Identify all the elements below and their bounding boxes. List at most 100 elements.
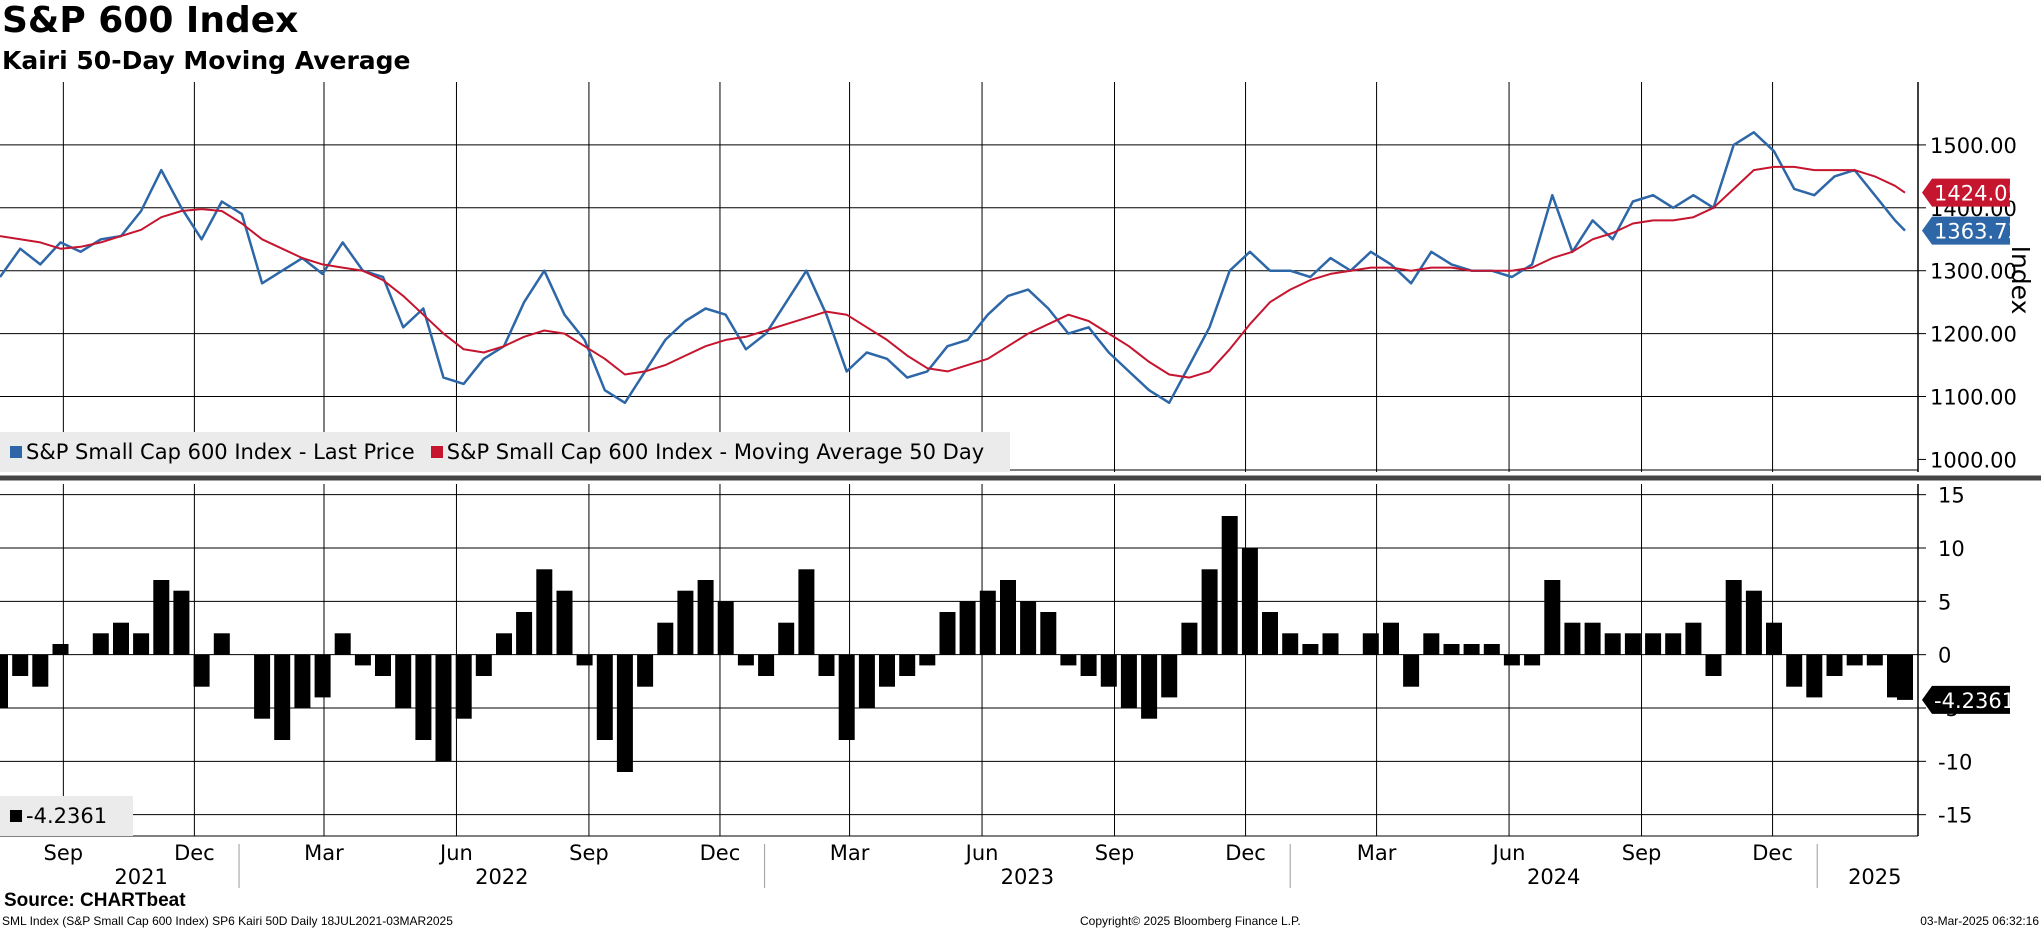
x-tick-month: Jun <box>438 841 473 865</box>
kairi-bar <box>1645 633 1662 655</box>
upper-ytick-label: 1300.00 <box>1930 260 2017 284</box>
kairi-bar <box>717 601 734 655</box>
kairi-bar <box>1181 622 1198 655</box>
kairi-bar <box>959 601 976 655</box>
kairi-bar <box>395 654 412 708</box>
kairi-bar <box>1826 654 1843 676</box>
kairi-bar <box>818 654 835 676</box>
legend-item-price: S&P Small Cap 600 Index - Last Price <box>10 440 415 464</box>
chart-subtitle: Kairi 50-Day Moving Average <box>2 46 411 75</box>
kairi-bar <box>1302 644 1319 655</box>
kairi-bar <box>435 654 452 762</box>
x-tick-month: Sep <box>1095 841 1135 865</box>
kairi-bar <box>939 612 956 655</box>
axes <box>0 82 2041 888</box>
kairi-bar <box>1766 622 1782 655</box>
x-tick-month: Dec <box>174 841 215 865</box>
kairi-bar <box>1362 633 1379 655</box>
kairi-bar <box>1080 654 1097 676</box>
kairi-bar <box>1241 548 1258 655</box>
kairi-bar <box>475 654 492 676</box>
kairi-bar <box>1161 654 1178 698</box>
x-tick-month: Mar <box>1357 841 1397 865</box>
x-tick-year: 2021 <box>114 865 167 889</box>
kairi-bar <box>354 654 371 666</box>
kairi-bar <box>1503 654 1520 666</box>
upper-legend: S&P Small Cap 600 Index - Last Price S&P… <box>0 432 1011 472</box>
legend-swatch-price <box>10 446 22 458</box>
price-line-series <box>0 131 1906 405</box>
kairi-bar <box>1000 580 1016 655</box>
x-tick-month: Dec <box>1752 841 1793 865</box>
kairi-bar <box>556 590 573 655</box>
legend-label-kairi: -4.2361 <box>26 804 108 828</box>
lower-ytick-label: -15 <box>1938 804 1972 828</box>
ma-last-value-tag-label: 1424.05 <box>1934 182 2021 206</box>
x-tick-year: 2024 <box>1527 865 1580 889</box>
kairi-bar <box>1201 569 1218 655</box>
lower-ytick-label: -10 <box>1938 750 1972 774</box>
upper-panel-grid <box>0 82 1918 472</box>
kairi-bar <box>1806 654 1823 698</box>
kairi-bar <box>1040 612 1057 655</box>
kairi-bar <box>1483 644 1500 655</box>
legend-swatch-ma <box>430 446 443 458</box>
kairi-bar <box>1685 622 1702 655</box>
upper-ytick-label: 1000.00 <box>1930 448 2017 472</box>
kairi-bar <box>536 569 553 655</box>
kairi-bar <box>1403 654 1420 687</box>
legend-item-kairi: -4.2361 <box>10 804 107 828</box>
legend-swatch-kairi <box>10 810 22 822</box>
kairi-bar <box>516 612 533 655</box>
kairi-bar <box>1604 633 1621 655</box>
price-last-value-tag-bg <box>1922 216 2010 245</box>
kairi-bar <box>375 654 391 676</box>
kairi-bar <box>1020 601 1037 655</box>
kairi-bar <box>596 654 613 740</box>
kairi-bar <box>1443 644 1460 655</box>
kairi-bar <box>1322 633 1339 655</box>
kairi-bar <box>1060 654 1077 666</box>
source-note: Source: CHARTbeat <box>4 890 186 911</box>
x-tick-year: 2025 <box>1848 865 1901 889</box>
kairi-bar-series <box>0 516 1913 772</box>
kairi-last-value-tag-label: -4.2361 <box>1934 689 2015 713</box>
ma-last-value-tag-bg <box>1922 178 2010 207</box>
upper-ytick-label: 1200.00 <box>1930 323 2017 347</box>
x-tick-year: 2023 <box>1001 865 1054 889</box>
kairi-bar <box>737 654 754 666</box>
kairi-bar <box>979 590 996 655</box>
lower-ytick-label: 15 <box>1938 484 1965 508</box>
kairi-bar <box>637 654 654 687</box>
lower-ytick-label: 0 <box>1938 644 1951 668</box>
chart-title: S&P 600 Index <box>2 0 299 41</box>
kairi-bar <box>254 654 271 719</box>
kairi-bar <box>657 622 674 655</box>
kairi-bar <box>677 590 694 655</box>
x-tick-year: 2022 <box>475 865 528 889</box>
kairi-bar <box>173 590 190 655</box>
kairi-bar <box>576 654 593 666</box>
x-tick-month: Sep <box>44 841 84 865</box>
x-tick-month: Jun <box>1491 841 1526 865</box>
kairi-bar <box>1221 516 1238 655</box>
upper-ytick-label: 1100.00 <box>1930 386 2017 410</box>
x-tick-month: Mar <box>830 841 870 865</box>
kairi-bar <box>798 569 815 655</box>
footer-timestamp: 03-Mar-2025 06:32:16 <box>1920 914 2039 928</box>
x-tick-month: Mar <box>304 841 344 865</box>
kairi-bar <box>314 654 331 698</box>
kairi-bar <box>133 633 150 655</box>
legend-label-price: S&P Small Cap 600 Index - Last Price <box>26 440 415 464</box>
footer-description: SML Index (S&P Small Cap 600 Index) SP6 … <box>2 914 453 928</box>
upper-ytick-label: 1500.00 <box>1930 134 2017 158</box>
kairi-bar <box>616 654 633 772</box>
kairi-bar <box>1624 633 1641 655</box>
kairi-bar <box>334 633 351 655</box>
kairi-last-value-tag-bg <box>1922 685 2010 714</box>
kairi-bar <box>758 654 775 676</box>
kairi-bar <box>32 654 49 687</box>
x-tick-month: Sep <box>569 841 609 865</box>
kairi-bar <box>1544 580 1561 655</box>
kairi-bar <box>1846 654 1863 666</box>
